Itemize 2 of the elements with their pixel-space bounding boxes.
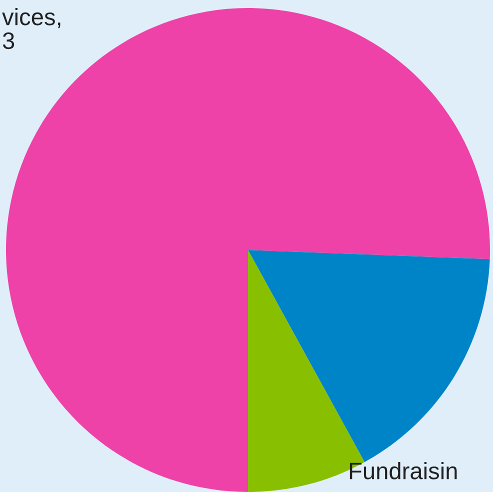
slice-label: vices, 3: [2, 8, 60, 50]
slice-label: Fundraisin: [350, 462, 457, 480]
